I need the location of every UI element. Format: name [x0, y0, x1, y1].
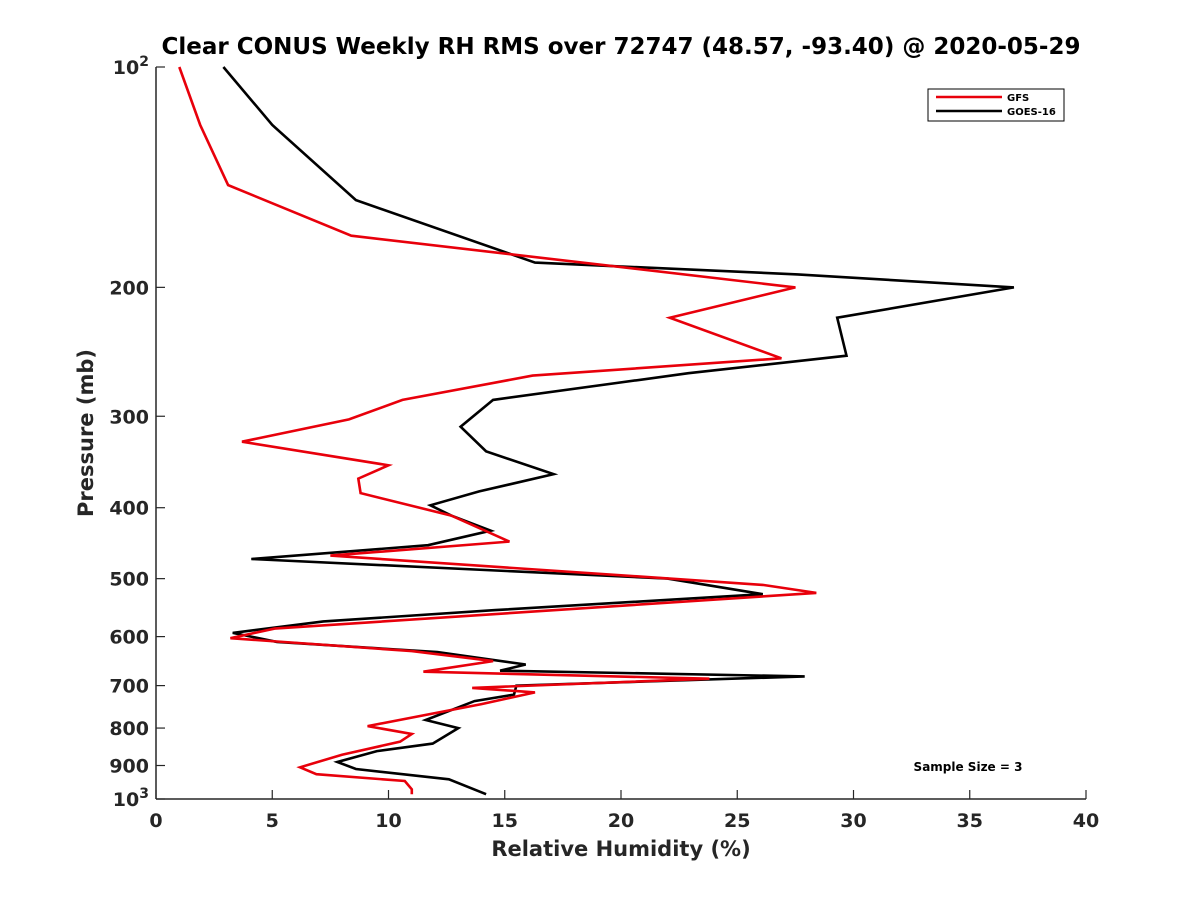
- legend-box: [927, 88, 1065, 122]
- x-tick-label: 25: [724, 810, 750, 832]
- y-tick-label: 200: [109, 277, 149, 299]
- x-axis-ticks: 0 5 10 15 20 25 30 35 40: [149, 790, 1099, 832]
- y-tick-label-base: 800: [109, 718, 149, 740]
- y-tick-label: 300: [109, 406, 149, 428]
- x-axis-label: Relative Humidity (%): [491, 837, 750, 861]
- y-axis-label: Pressure (mb): [74, 349, 98, 517]
- y-tick-label-base: 700: [109, 676, 149, 698]
- y-tick-label: 900: [109, 756, 149, 778]
- x-tick-label: 35: [957, 810, 983, 832]
- y-tick-label-base: 900: [109, 756, 149, 778]
- y-tick-label-exponent: 3: [139, 786, 149, 802]
- sample-size-annotation: Sample Size = 3: [914, 760, 1023, 774]
- y-tick-label-exponent: 2: [139, 54, 149, 70]
- y-tick-label: 102: [113, 54, 149, 79]
- series-layer: [178, 66, 1015, 796]
- x-tick-label: 0: [149, 810, 162, 832]
- y-tick-label-base: 200: [109, 277, 149, 299]
- series-line-goes16: [222, 66, 1015, 796]
- x-tick-label: 15: [492, 810, 518, 832]
- plot-area: [156, 67, 1086, 799]
- y-tick-label-base: 400: [109, 498, 149, 520]
- series-line-gfs: [178, 66, 817, 795]
- y-tick-label: 103: [113, 786, 149, 811]
- y-tick-label-base: 500: [109, 569, 149, 591]
- legend-label-gfs: GFS: [1007, 93, 1029, 104]
- x-tick-label: 20: [608, 810, 634, 832]
- x-tick-label: 10: [375, 810, 401, 832]
- x-tick-label: 5: [266, 810, 279, 832]
- y-tick-label-base: 10: [113, 57, 139, 79]
- y-tick-label: 700: [109, 676, 149, 698]
- y-tick-label-base: 300: [109, 406, 149, 428]
- y-tick-label: 600: [109, 627, 149, 649]
- chart-title: Clear CONUS Weekly RH RMS over 72747 (48…: [162, 34, 1081, 60]
- legend-label-goes16: GOES-16: [1007, 107, 1056, 118]
- y-tick-label-base: 10: [113, 789, 139, 811]
- y-tick-label: 800: [109, 718, 149, 740]
- y-tick-label: 500: [109, 569, 149, 591]
- x-tick-label: 30: [840, 810, 866, 832]
- y-tick-label: 400: [109, 498, 149, 520]
- x-tick-label: 40: [1073, 810, 1099, 832]
- y-tick-label-base: 600: [109, 627, 149, 649]
- legend: GFS GOES-16: [927, 88, 1065, 122]
